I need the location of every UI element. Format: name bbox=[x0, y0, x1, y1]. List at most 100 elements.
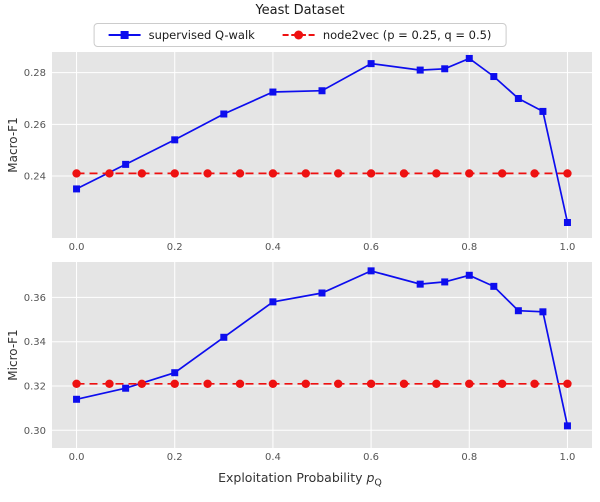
square-marker-icon bbox=[441, 278, 449, 286]
circle-marker-icon bbox=[72, 169, 81, 178]
square-marker-icon bbox=[367, 267, 375, 275]
square-marker-icon bbox=[73, 185, 81, 193]
circle-marker-icon bbox=[235, 379, 245, 388]
legend-item-qwalk: supervised Q-walk bbox=[108, 28, 255, 42]
legend-item-node2vec: node2vec (p = 0.25, q = 0.5) bbox=[282, 28, 492, 42]
square-marker-icon bbox=[465, 271, 473, 279]
circle-marker-icon bbox=[399, 169, 409, 178]
y-tick-label: 0.36 bbox=[24, 293, 46, 304]
square-marker-icon bbox=[269, 88, 277, 96]
legend-label-node2vec: node2vec (p = 0.25, q = 0.5) bbox=[322, 28, 492, 42]
circle-marker-icon bbox=[399, 379, 409, 388]
y-tick-label: 0.28 bbox=[24, 68, 46, 79]
series-line bbox=[76, 270, 569, 427]
circle-marker-icon bbox=[366, 379, 376, 388]
x-tick-label: 0.0 bbox=[69, 242, 85, 253]
y-tick-label: 0.30 bbox=[24, 426, 46, 437]
circle-marker-icon bbox=[530, 379, 539, 388]
legend: supervised Q-walk node2vec (p = 0.25, q … bbox=[93, 23, 507, 47]
square-marker-icon bbox=[220, 110, 228, 118]
macro-f1-axis-label: Macro-F1 bbox=[6, 117, 20, 173]
y-tick-label: 0.24 bbox=[24, 172, 46, 183]
square-marker-icon bbox=[539, 107, 547, 115]
circle-marker-icon bbox=[170, 379, 179, 388]
circle-marker-icon bbox=[105, 379, 114, 388]
circle-marker-icon bbox=[203, 169, 212, 178]
macro-f1-plot: 0.0 0.2 0.4 0.6 0.8 1.0 0.24 0.26 0.28 bbox=[24, 52, 592, 253]
circle-marker-icon bbox=[268, 379, 278, 388]
square-marker-icon bbox=[416, 280, 424, 288]
circle-marker-icon bbox=[563, 379, 572, 388]
square-marker-icon bbox=[539, 308, 547, 316]
circle-marker-icon bbox=[530, 169, 539, 178]
tick-labels: 0.0 0.2 0.4 0.6 0.8 1.0 0.24 0.26 0.28 bbox=[24, 68, 576, 253]
square-marker-icon bbox=[416, 66, 424, 74]
circle-marker-icon bbox=[72, 379, 81, 388]
series-node2vec bbox=[72, 379, 572, 388]
circle-marker-icon bbox=[334, 379, 343, 388]
y-tick-label: 0.32 bbox=[24, 382, 46, 393]
x-axis-label-text: Exploitation Probability bbox=[218, 470, 367, 485]
circle-marker-icon bbox=[497, 169, 507, 178]
legend-label-qwalk: supervised Q-walk bbox=[148, 28, 255, 42]
x-tick-label: 0.6 bbox=[363, 242, 379, 253]
square-marker-icon bbox=[269, 298, 277, 306]
x-tick-label: 0.4 bbox=[265, 452, 281, 463]
square-marker-icon bbox=[514, 307, 522, 315]
x-tick-label: 0.8 bbox=[461, 452, 477, 463]
x-tick-label: 1.0 bbox=[560, 242, 576, 253]
square-marker-icon bbox=[490, 282, 498, 290]
square-marker-icon bbox=[171, 136, 179, 144]
square-marker-icon bbox=[122, 160, 130, 168]
square-marker-icon bbox=[563, 219, 571, 226]
circle-marker-icon bbox=[170, 169, 179, 178]
circle-marker-icon bbox=[366, 169, 376, 178]
x-axis-label-math-p: p bbox=[366, 470, 375, 485]
x-tick-label: 0.2 bbox=[167, 242, 183, 253]
square-marker-icon bbox=[441, 65, 449, 73]
x-tick-label: 0.0 bbox=[69, 452, 85, 463]
x-tick-label: 0.4 bbox=[265, 242, 281, 253]
circle-marker-icon bbox=[432, 169, 441, 178]
series-node2vec bbox=[72, 169, 572, 178]
square-marker-icon bbox=[490, 73, 498, 81]
circle-marker-icon bbox=[497, 379, 507, 388]
circle-marker-icon bbox=[301, 169, 310, 178]
x-axis-label: Exploitation Probability pQ bbox=[0, 470, 600, 489]
square-marker-icon bbox=[171, 369, 179, 377]
square-marker-icon bbox=[318, 289, 326, 297]
circle-marker-icon bbox=[105, 169, 114, 178]
circle-marker-icon bbox=[235, 169, 245, 178]
square-marker-icon bbox=[318, 87, 326, 95]
circle-marker-icon bbox=[465, 379, 474, 388]
circle-marker-icon bbox=[137, 379, 147, 388]
qwalk-line-marker-icon bbox=[108, 30, 141, 41]
plot-background bbox=[52, 52, 592, 238]
x-tick-label: 0.2 bbox=[167, 452, 183, 463]
x-tick-label: 0.6 bbox=[363, 452, 379, 463]
circle-marker-icon bbox=[465, 169, 474, 178]
circle-marker-icon bbox=[563, 169, 572, 178]
square-marker-icon bbox=[514, 95, 522, 102]
series-qwalk bbox=[73, 54, 571, 226]
micro-f1-axis-label: Micro-F1 bbox=[6, 329, 20, 381]
square-marker-icon bbox=[563, 422, 571, 430]
x-axis-label-subscript: Q bbox=[374, 477, 382, 489]
circle-marker-icon bbox=[334, 169, 343, 178]
circle-marker-icon bbox=[268, 169, 278, 178]
series-line bbox=[76, 57, 569, 223]
tick-labels: 0.0 0.2 0.4 0.6 0.8 1.0 0.30 0.32 0.34 0.36 bbox=[24, 293, 576, 463]
node2vec-line-marker-icon bbox=[282, 30, 315, 41]
square-marker-icon bbox=[73, 395, 81, 403]
circle-marker-icon bbox=[203, 379, 212, 388]
x-tick-label: 1.0 bbox=[560, 452, 576, 463]
circle-marker-icon bbox=[432, 379, 441, 388]
square-marker-icon bbox=[367, 60, 375, 68]
chart-title: Yeast Dataset bbox=[255, 3, 345, 18]
circle-marker-icon bbox=[137, 169, 147, 178]
gridlines bbox=[52, 262, 592, 448]
series-qwalk bbox=[73, 267, 571, 430]
square-marker-icon bbox=[465, 54, 473, 62]
square-marker-icon bbox=[220, 333, 228, 341]
